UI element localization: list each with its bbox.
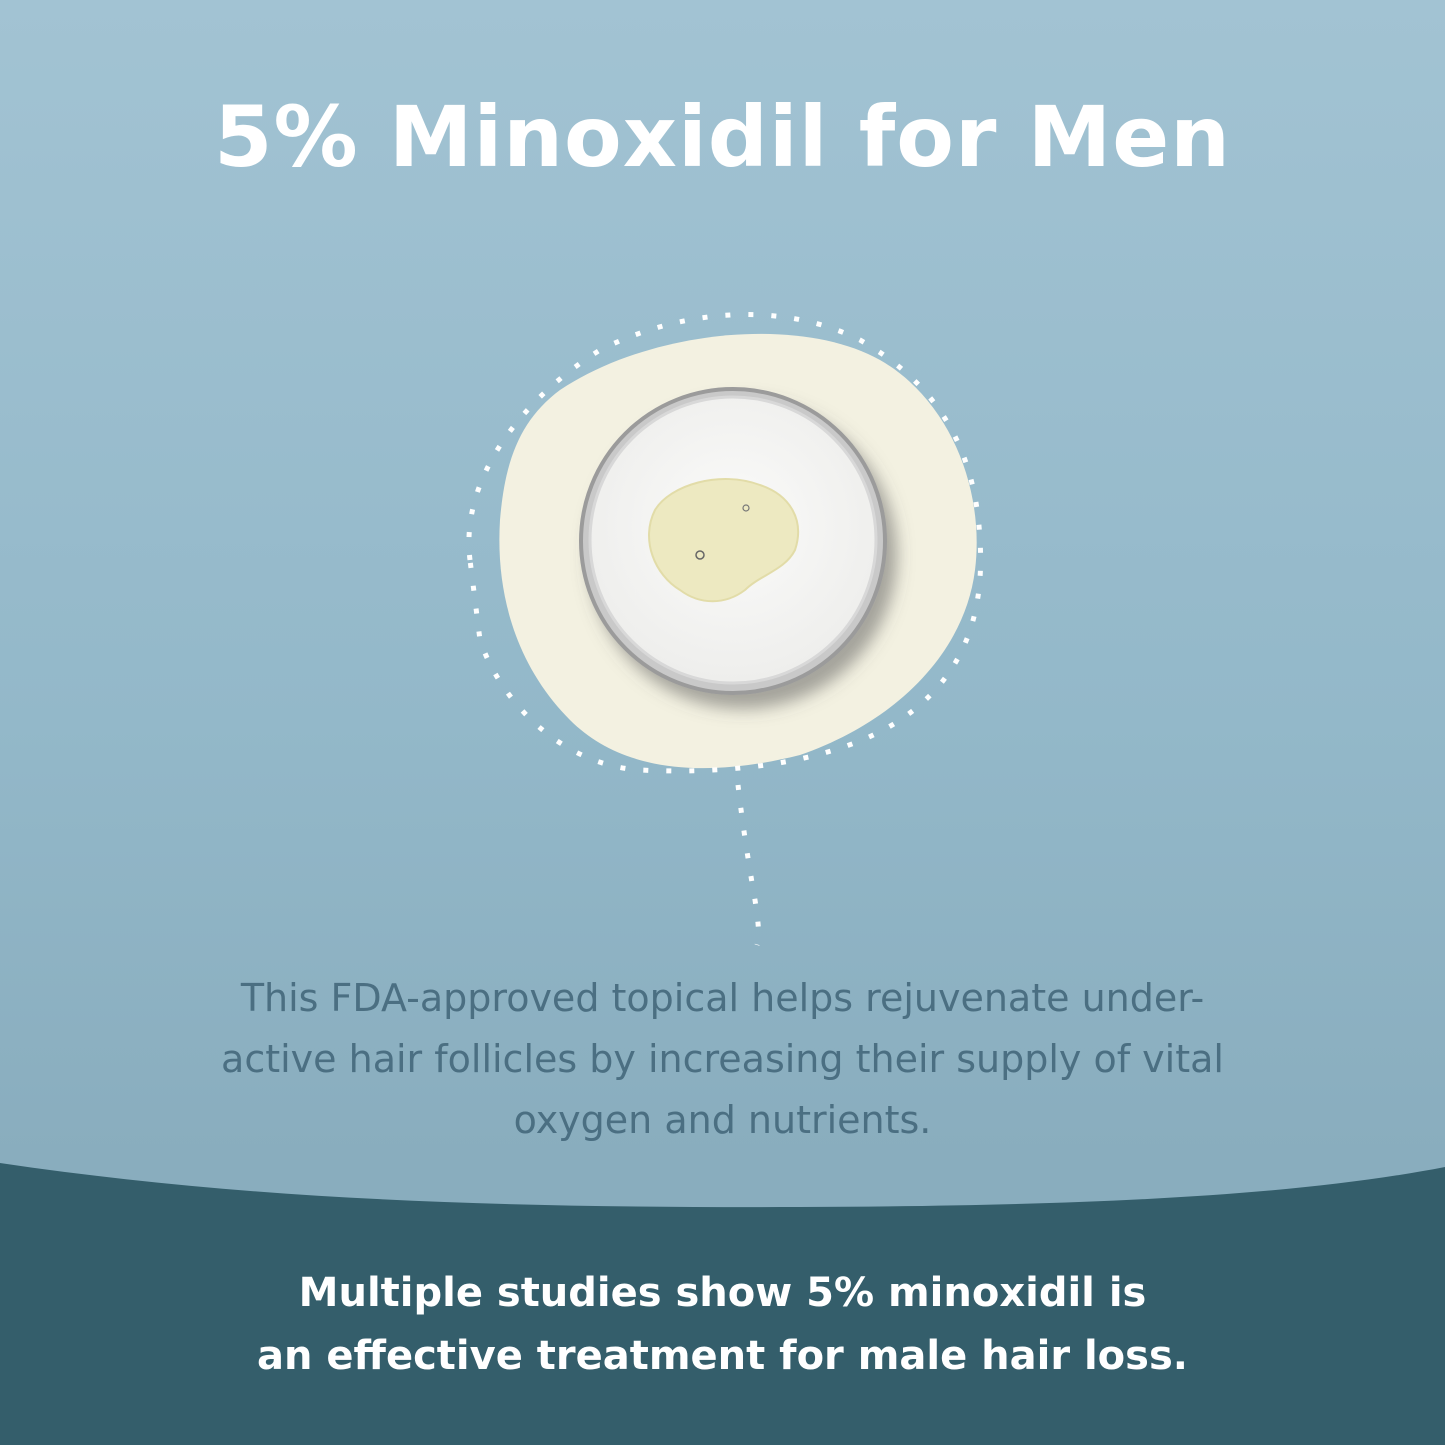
footer-line-1: Multiple studies show 5% minoxidil is — [298, 1270, 1147, 1316]
bubble-icon — [695, 550, 705, 560]
footer-statement: Multiple studies show 5% minoxidil is an… — [150, 1262, 1295, 1388]
bubble-icon — [742, 504, 750, 512]
serum-drop — [648, 478, 800, 603]
product-description: This FDA-approved topical helps rejuvena… — [221, 976, 1224, 1142]
page-title: 5% Minoxidil for Men — [214, 88, 1231, 186]
footer-line-2: an effective treatment for male hair los… — [257, 1333, 1188, 1379]
